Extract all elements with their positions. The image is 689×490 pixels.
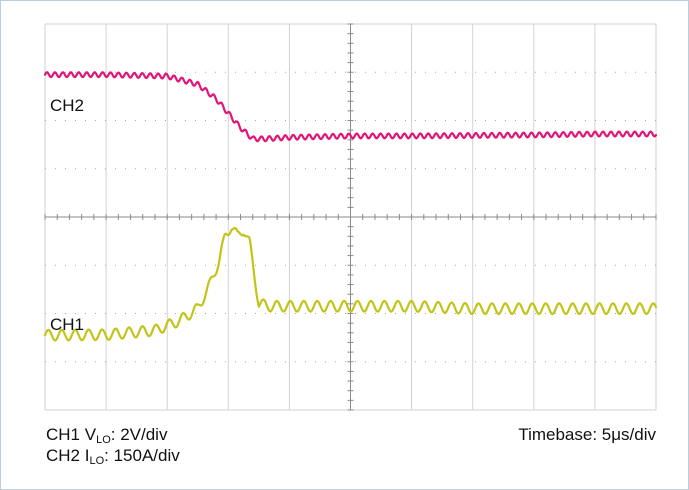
traces — [43, 71, 658, 342]
ch1-caption-sub: LO — [96, 434, 111, 446]
ch1-caption-prefix: CH1 V — [46, 425, 97, 444]
timebase-caption: Timebase: 5μs/div — [518, 425, 656, 444]
ch1-caption-suffix: : 2V/div — [110, 425, 168, 444]
grid — [44, 23, 657, 411]
ch1-scale-caption: CH1 VLO: 2V/div — [46, 425, 167, 450]
ch2-caption-prefix: CH2 I — [46, 446, 90, 465]
trace-label-ch1: CH1 — [50, 315, 84, 334]
trace-label-ch2: CH2 — [50, 96, 84, 115]
ch2-scale-caption: CH2 ILO: 150A/div — [46, 446, 180, 471]
trace-ch1 — [43, 226, 658, 342]
ch2-caption-sub: LO — [89, 455, 105, 467]
ch2-caption-suffix: : 150A/div — [104, 446, 180, 465]
trace-ch2 — [43, 71, 658, 143]
